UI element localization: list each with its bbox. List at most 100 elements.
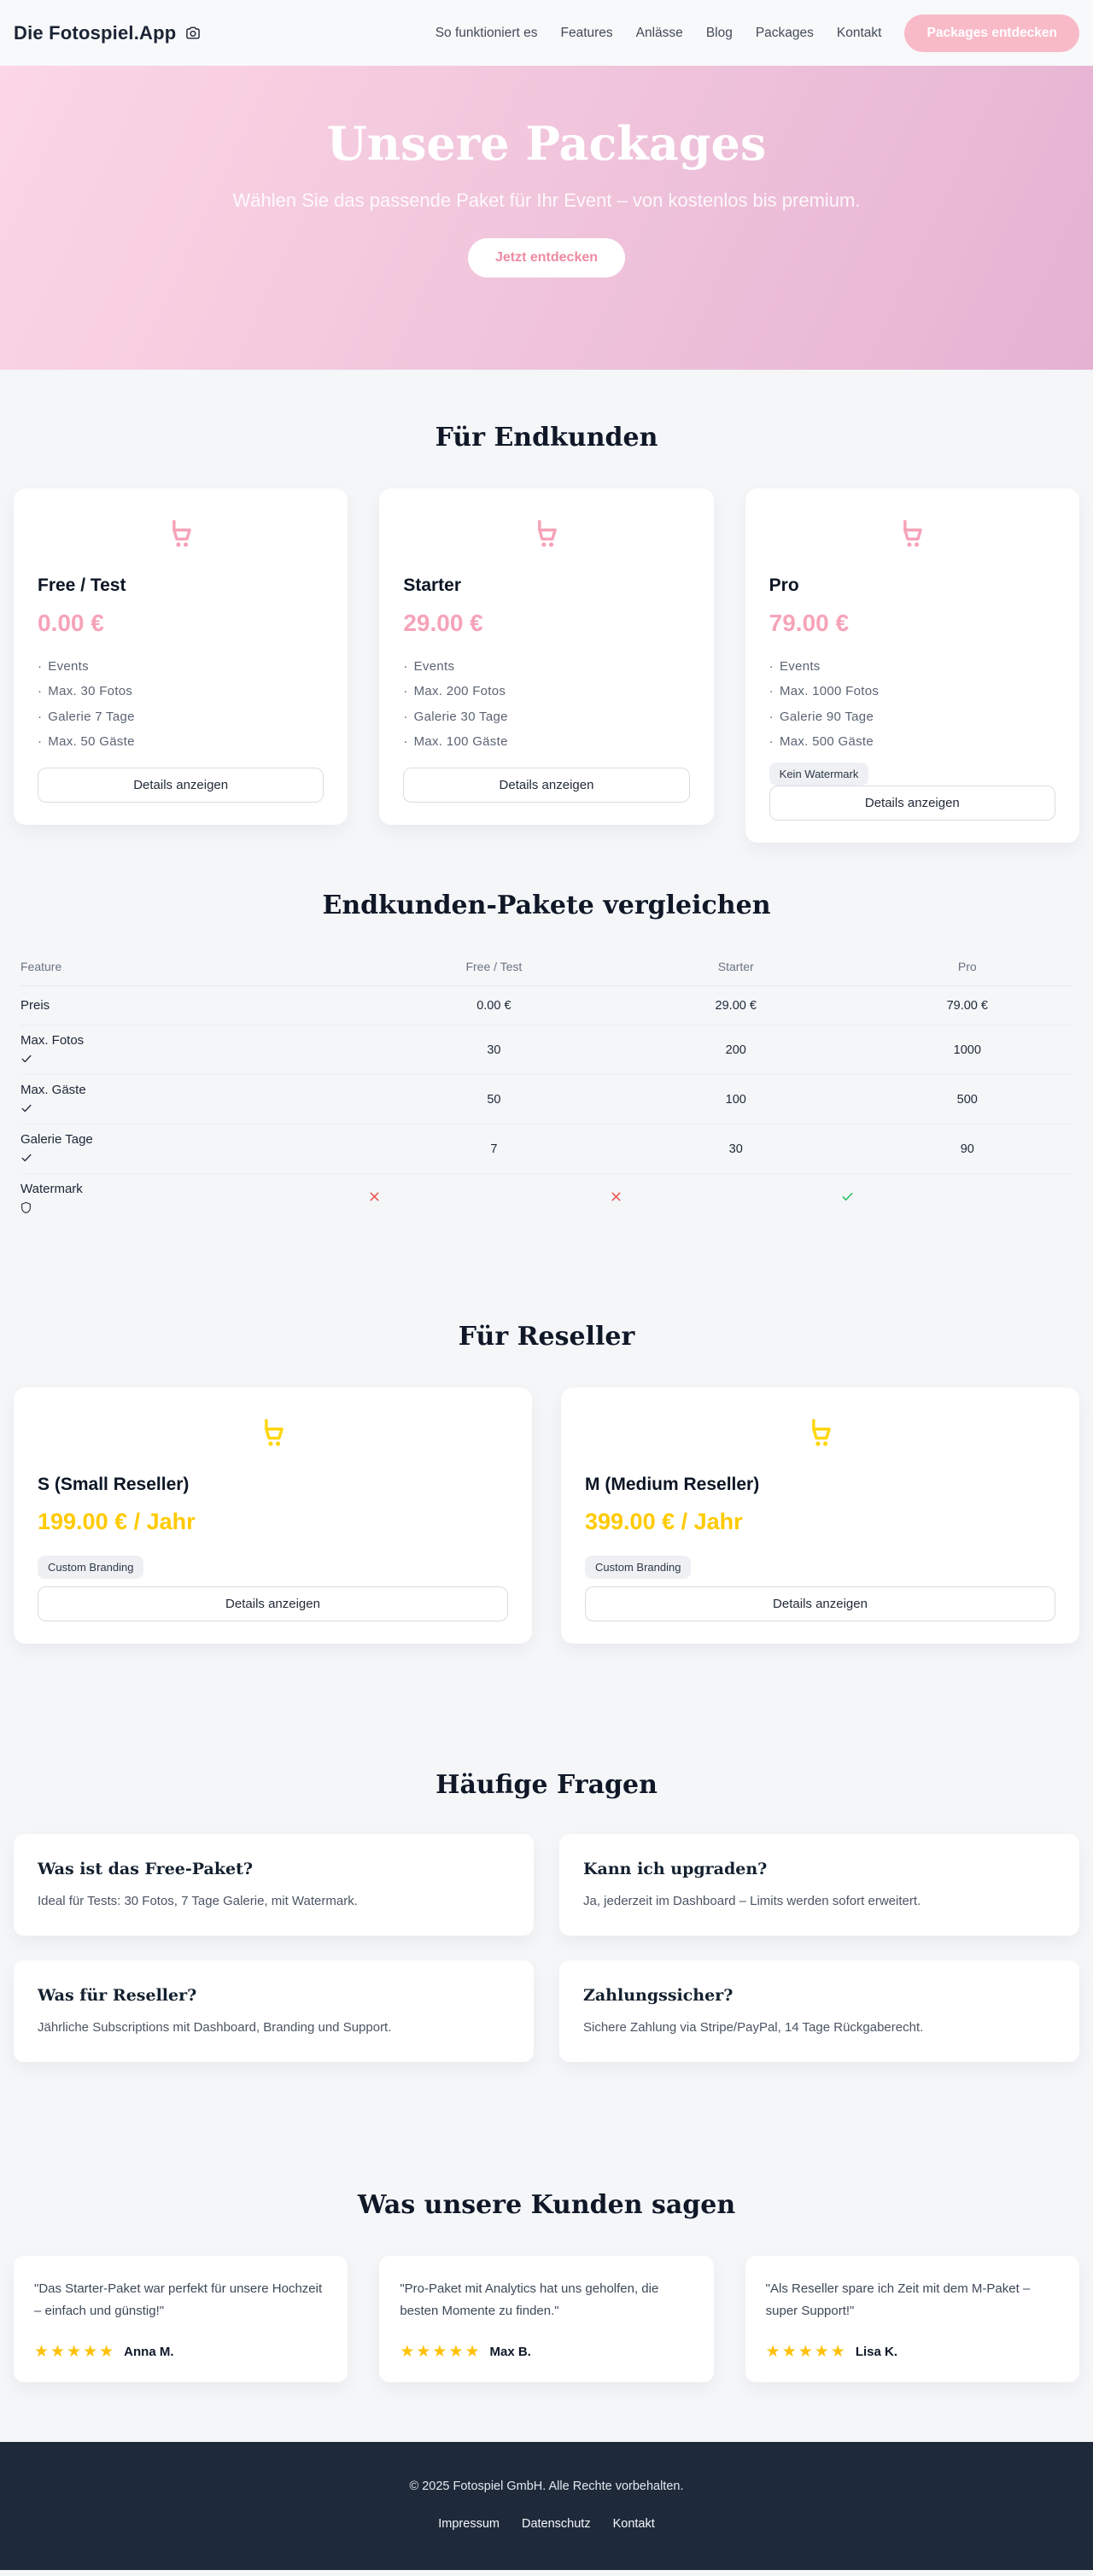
plan-feature-list: EventsMax. 30 FotosGalerie 7 TageMax. 50… [38, 654, 324, 754]
details-anzeigen-button[interactable]: Details anzeigen [38, 768, 324, 803]
faq-question: Was ist das Free-Paket? [38, 1860, 254, 1878]
plan-feature: Galerie 90 Tage [769, 704, 1055, 729]
brand-name: Die Fotospiel.App [14, 21, 177, 44]
testimonial-meta: ★★★★★ Anna M. [34, 2344, 327, 2360]
faq-answer: Jährliche Subscriptions mit Dashboard, B… [38, 2020, 392, 2035]
value-cell: 29.00 € [715, 998, 757, 1013]
faq-section: Häufige Fragen Was ist das Free-Paket? I… [0, 1644, 1093, 2062]
value-cell: 200 [725, 1043, 746, 1057]
value-cell: 79.00 € [946, 998, 988, 1013]
details-anzeigen-button[interactable]: Details anzeigen [38, 1586, 508, 1621]
jetzt-entdecken-button[interactable]: Jetzt entdecken [467, 238, 626, 278]
camera-icon [184, 25, 202, 42]
plan-price: 399.00 € / Jahr [585, 1509, 743, 1534]
nav-link[interactable]: Features [560, 25, 613, 40]
check-icon [20, 1102, 378, 1116]
value-cell: 500 [956, 1092, 978, 1107]
shopping-cart-icon [403, 516, 689, 555]
plan-feature: Max. 100 Gäste [403, 729, 689, 754]
value-cell: 90 [960, 1142, 974, 1156]
check-icon [20, 1152, 378, 1165]
faq-answer: Sichere Zahlung via Stripe/PayPal, 14 Ta… [583, 2020, 924, 2035]
testimonial-meta: ★★★★★ Max B. [400, 2344, 693, 2360]
navbar: Die Fotospiel.App So funktioniert es Feat… [0, 0, 1093, 66]
comparison-heading: Endkunden-Pakete vergleichen [322, 891, 771, 920]
nav-link[interactable]: Blog [705, 25, 733, 40]
testimonial-author: Max B. [489, 2344, 531, 2359]
endkunden-heading: Für Endkunden [435, 423, 658, 453]
table-row: Max. Fotos 30 200 1000 [20, 1025, 1073, 1075]
nav-link[interactable]: Packages [755, 25, 814, 40]
included-check-icon [842, 1190, 1073, 1207]
value-cell: 0.00 € [476, 998, 511, 1013]
footer: © 2025 Fotospiel GmbH. Alle Rechte vorbe… [0, 2441, 1093, 2570]
testimonial-quote: "Pro-Paket mit Analytics hat uns geholfe… [400, 2281, 659, 2319]
star-rating-icon: ★★★★★ [400, 2342, 482, 2361]
testimonial-card: "Das Starter-Paket war perfekt für unser… [14, 2256, 348, 2382]
feature-label: Max. Gäste [20, 1083, 86, 1097]
hero-section: Unsere Packages Wählen Sie das passende … [0, 66, 1093, 370]
shopping-cart-icon [38, 516, 324, 555]
footer-link[interactable]: Datenschutz [521, 2516, 591, 2531]
faq-card: Zahlungssicher? Sichere Zahlung via Stri… [559, 1960, 1079, 2062]
comparison-table: Feature Free / Test Starter Pro Preis 0.00 €… [20, 960, 1073, 1223]
faq-question: Kann ich upgraden? [583, 1860, 768, 1878]
brand-logo[interactable]: Die Fotospiel.App [14, 22, 202, 44]
value-cell: 30 [487, 1043, 501, 1057]
plan-feature: Events [38, 654, 324, 679]
value-cell: 100 [725, 1092, 746, 1107]
footer-links: Impressum Datenschutz Kontakt [0, 2517, 1093, 2531]
details-anzeigen-button[interactable]: Details anzeigen [403, 768, 690, 803]
column-header: Free / Test [465, 960, 523, 973]
nav-link[interactable]: Anlässe [635, 25, 683, 40]
testimonial-quote: "Als Reseller spare ich Zeit mit dem M-P… [765, 2281, 1031, 2319]
plan-card: Pro 79.00 € EventsMax. 1000 FotosGalerie… [745, 488, 1079, 843]
faq-card: Was ist das Free-Paket? Ideal für Tests:… [14, 1834, 534, 1936]
details-anzeigen-button[interactable]: Details anzeigen [585, 1586, 1055, 1621]
hero-subtitle: Wählen Sie das passende Paket für Ihr Ev… [232, 190, 861, 212]
shield-icon [20, 1201, 378, 1215]
table-row: Max. Gäste 50 100 500 [20, 1075, 1073, 1124]
plan-feature: Events [769, 654, 1055, 679]
table-row: Preis 0.00 € 29.00 € 79.00 € [20, 986, 1073, 1025]
plan-price: 29.00 € [403, 610, 483, 636]
testimonials-heading: Was unsere Kunden sagen [357, 2190, 736, 2220]
value-cell: 50 [487, 1092, 501, 1107]
star-rating-icon: ★★★★★ [765, 2342, 847, 2361]
check-icon [20, 1053, 378, 1066]
table-row: Galerie Tage 7 30 90 [20, 1124, 1073, 1174]
column-header: Feature [20, 960, 62, 973]
plan-feature: Max. 50 Gäste [38, 729, 324, 754]
testimonial-card: "Pro-Paket mit Analytics hat uns geholfe… [379, 2256, 714, 2382]
table-row: Watermark [20, 1174, 1073, 1223]
shopping-cart-icon [769, 516, 1055, 555]
faq-question: Was für Reseller? [38, 1986, 197, 2005]
endkunden-cards: Free / Test 0.00 € EventsMax. 30 FotosGa… [14, 488, 1079, 843]
packages-entdecken-button[interactable]: Packages entdecken [904, 14, 1079, 52]
plan-feature-list: EventsMax. 200 FotosGalerie 30 TageMax. … [403, 654, 689, 754]
plan-feature: Events [403, 654, 689, 679]
plan-price: 199.00 € / Jahr [38, 1509, 196, 1534]
testimonial-author: Anna M. [124, 2344, 174, 2359]
plan-feature: Max. 30 Fotos [38, 679, 324, 704]
plan-card: Free / Test 0.00 € EventsMax. 30 FotosGa… [14, 488, 348, 825]
plan-card: Starter 29.00 € EventsMax. 200 FotosGale… [379, 488, 714, 825]
footer-link[interactable]: Impressum [438, 2516, 500, 2531]
testimonial-meta: ★★★★★ Lisa K. [766, 2344, 1059, 2360]
excluded-cross-icon [610, 1191, 862, 1206]
plan-name: Starter [403, 575, 462, 595]
star-rating-icon: ★★★★★ [34, 2342, 116, 2361]
feature-label: Galerie Tage [20, 1132, 93, 1147]
testimonial-card: "Als Reseller spare ich Zeit mit dem M-P… [745, 2256, 1079, 2382]
excluded-cross-icon [370, 1191, 610, 1206]
plan-price: 0.00 € [38, 610, 104, 636]
comparison-table-body: Preis 0.00 € 29.00 € 79.00 € Max. Fotos 30 200… [20, 986, 1073, 1223]
footer-link[interactable]: Kontakt [612, 2516, 655, 2531]
plan-name: S (Small Reseller) [38, 1475, 190, 1494]
feature-cell: Watermark [20, 1182, 378, 1215]
feature-cell: Max. Gäste [20, 1083, 378, 1116]
copyright-text: © 2025 Fotospiel GmbH. Alle Rechte vorbe… [409, 2479, 684, 2493]
nav-link[interactable]: So funktioniert es [435, 25, 538, 40]
nav-link[interactable]: Kontakt [836, 25, 882, 40]
details-anzeigen-button[interactable]: Details anzeigen [769, 786, 1055, 821]
